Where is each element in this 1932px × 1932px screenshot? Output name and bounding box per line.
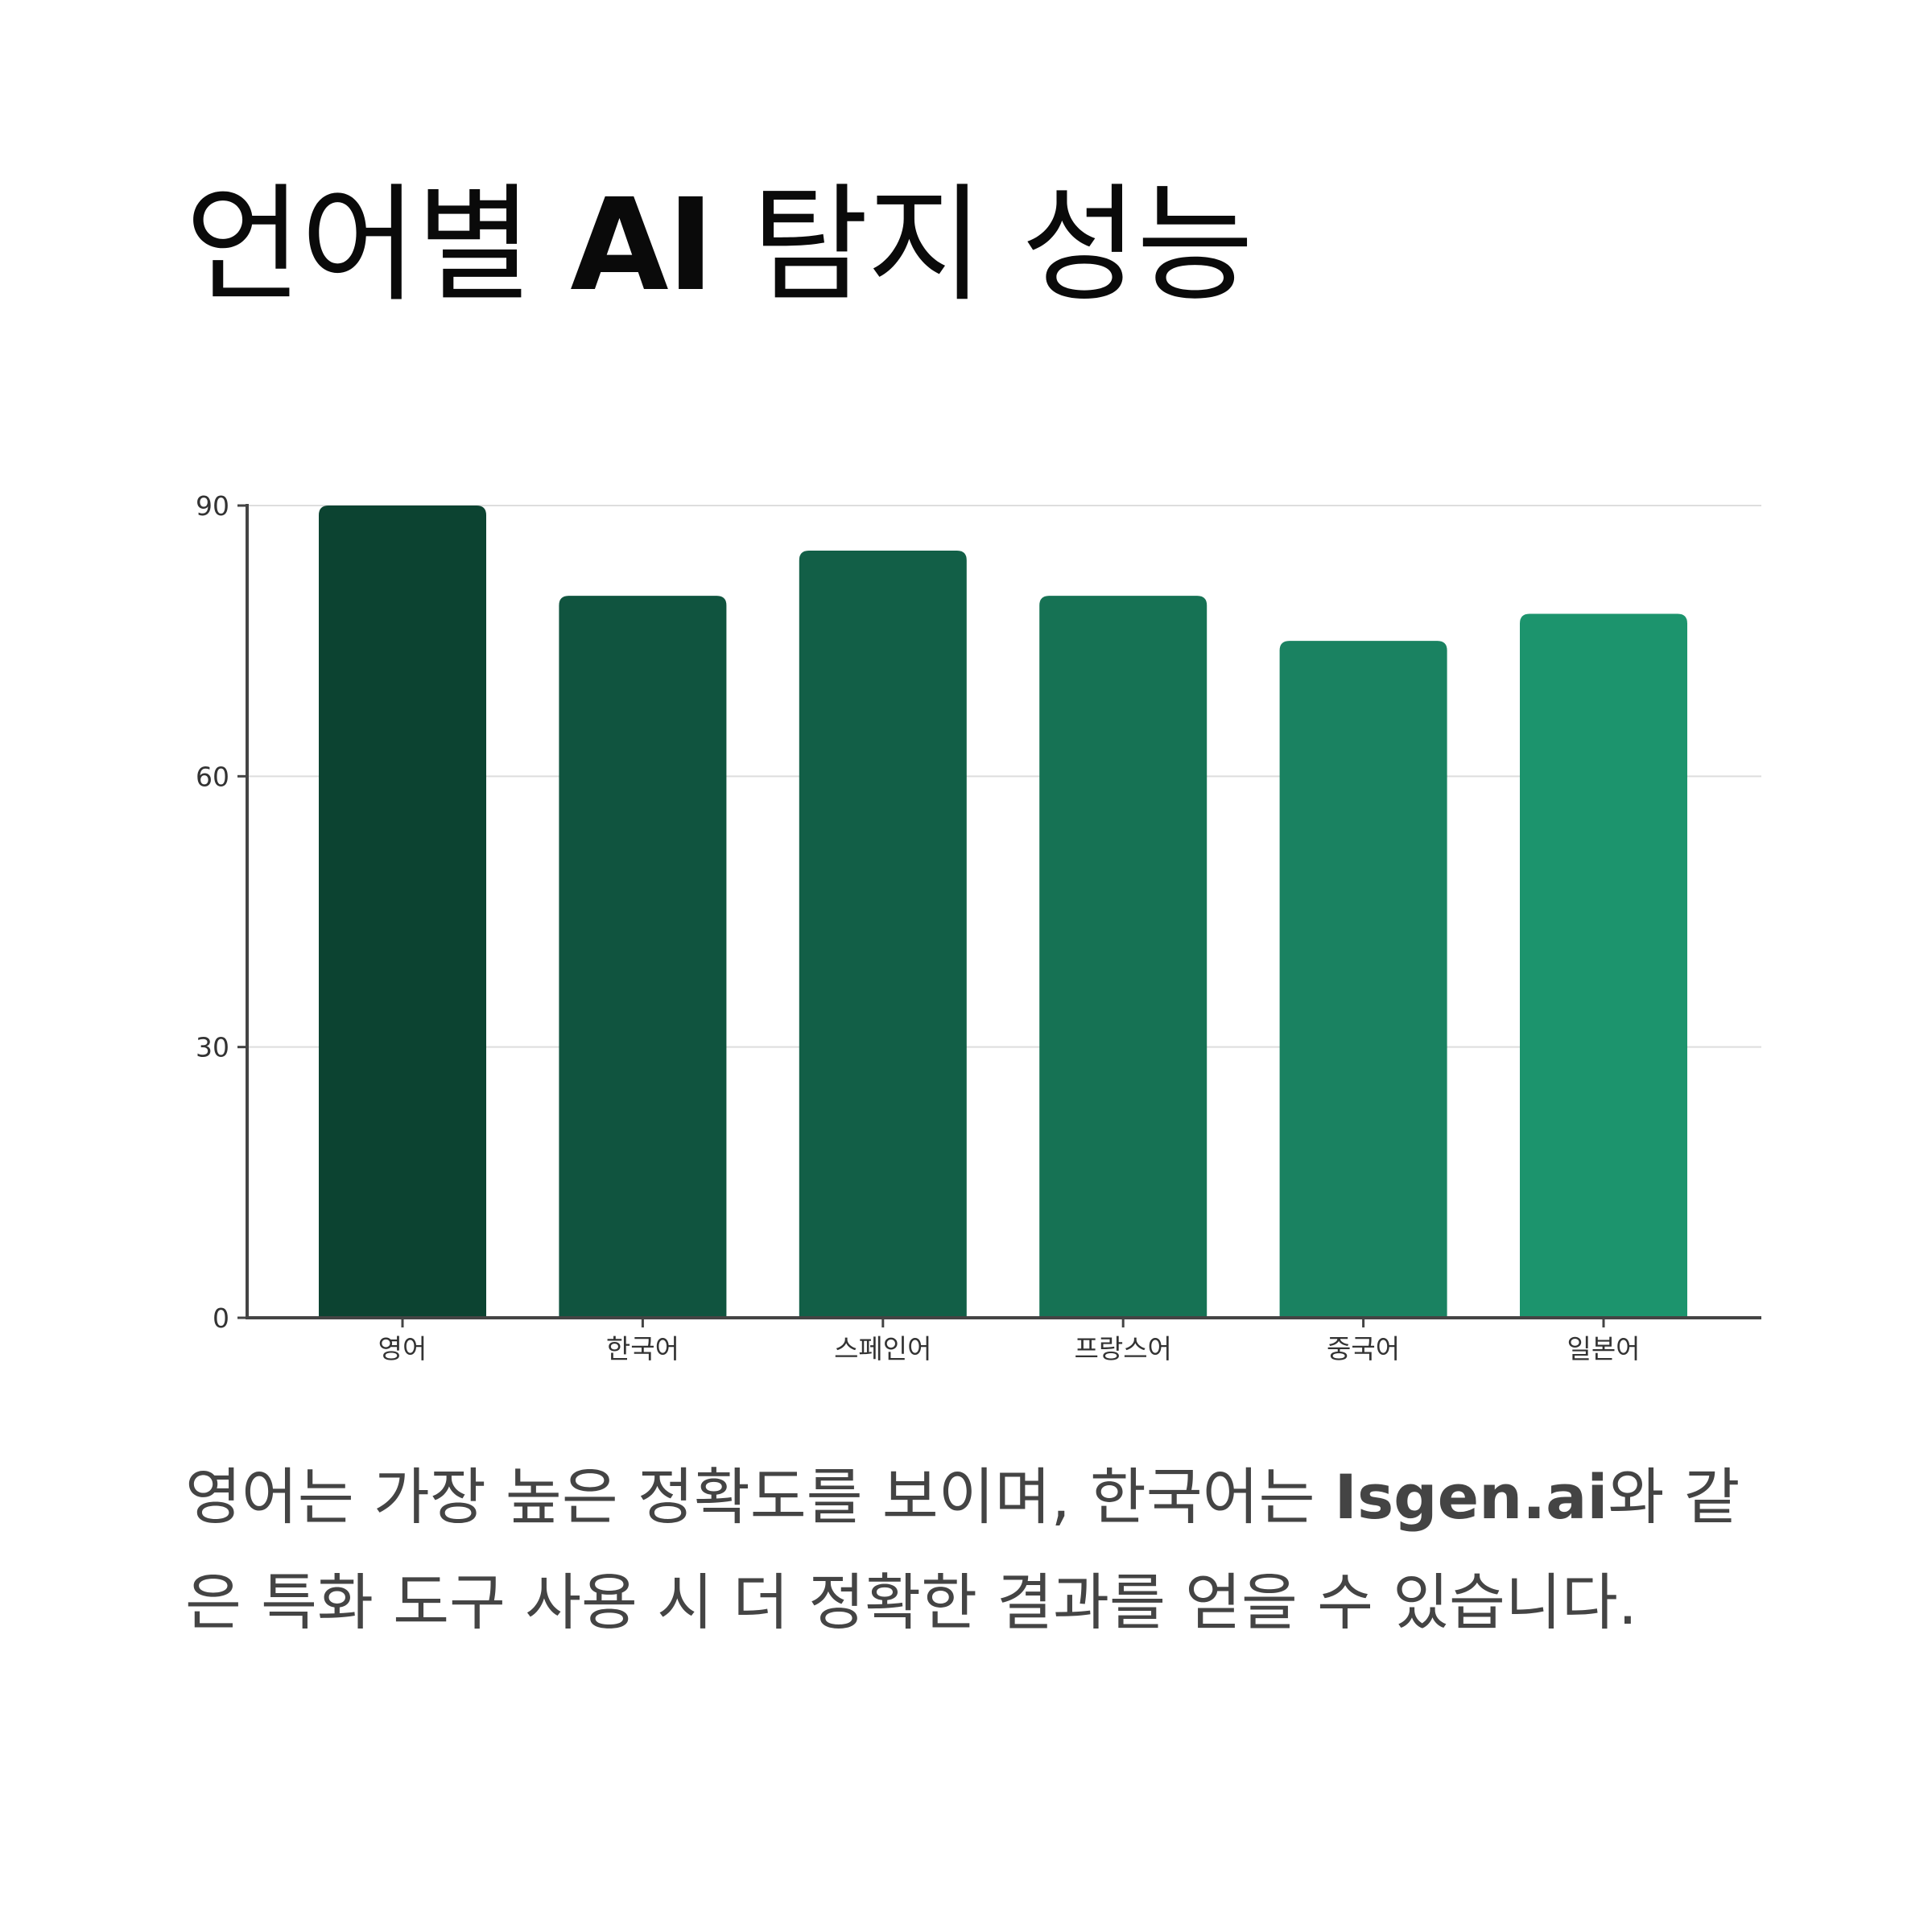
bar-chart: 0 30 60 90 영어 한국어 스페인어 프랑스어 중국어 일본어 (196, 490, 1761, 1364)
caption-brand: Isgen.ai (1334, 1461, 1608, 1533)
y-tick-labels: 0 30 60 90 (196, 490, 247, 1334)
bars (319, 506, 1687, 1318)
x-tick-label: 프랑스어 (1074, 1333, 1171, 1364)
x-tick-label: 스페인어 (834, 1333, 931, 1364)
bar (799, 551, 967, 1318)
page-title: 언어별 AI 탐지 성능 (185, 171, 1254, 320)
axes (246, 504, 1761, 1319)
x-tick-label: 영어 (378, 1333, 427, 1364)
y-tick-label: 0 (213, 1302, 229, 1334)
x-tick-label: 중국어 (1327, 1333, 1400, 1364)
x-tick-label: 일본어 (1567, 1333, 1640, 1364)
y-tick-label: 30 (196, 1032, 229, 1063)
x-tick-labels: 영어 한국어 스페인어 프랑스어 중국어 일본어 (378, 1318, 1641, 1364)
bar (319, 506, 486, 1318)
bar (1520, 613, 1687, 1318)
title-prefix: 언어별 (185, 171, 571, 320)
title-emphasis: AI (570, 171, 714, 320)
title-suffix: 탐지 성능 (712, 171, 1254, 320)
bar (1039, 596, 1208, 1318)
bar (1279, 641, 1447, 1318)
x-tick-label: 한국어 (606, 1333, 679, 1364)
grid-lines (247, 505, 1761, 1048)
caption-before: 영어는 가장 높은 정확도를 보이며, 한국어는 (185, 1461, 1335, 1533)
y-tick-label: 90 (196, 490, 229, 522)
chart-caption: 영어는 가장 높은 정확도를 보이며, 한국어는 Isgen.ai와 같은 특화… (185, 1445, 1747, 1655)
bar (559, 596, 727, 1318)
y-tick-label: 60 (196, 761, 229, 792)
caption-after: 와 같은 특화 도구 사용 시 더 정확한 결과를 얻을 수 있습니다. (185, 1461, 1740, 1638)
